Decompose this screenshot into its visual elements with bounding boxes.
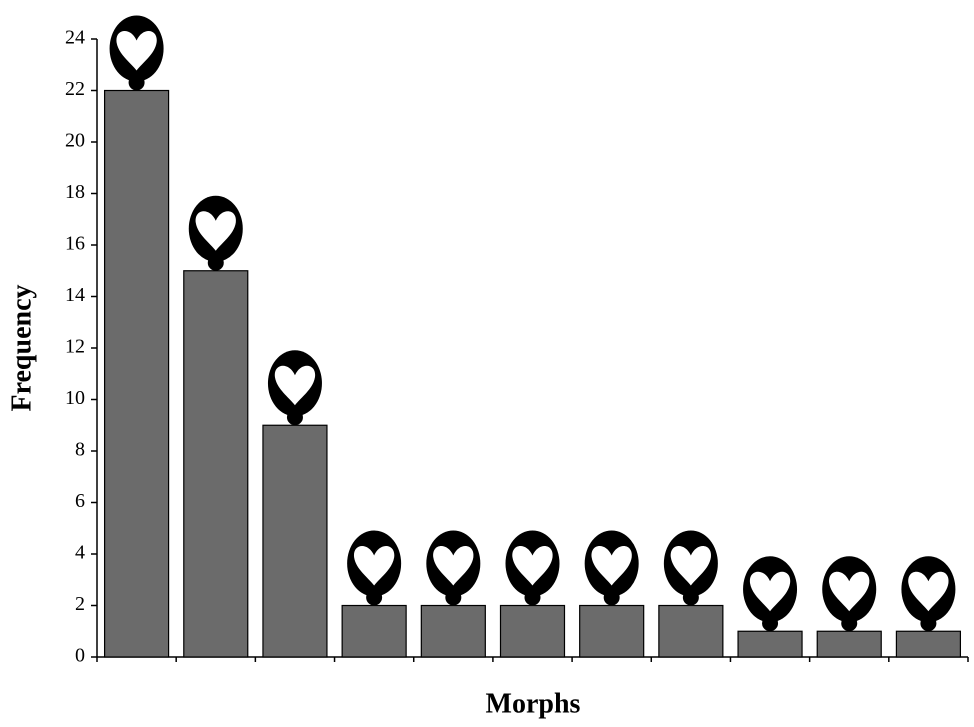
chart: Morphs Frequency 024681012141618202224 xyxy=(0,0,974,727)
morph-icon xyxy=(822,556,876,631)
bar xyxy=(501,606,565,658)
morph-tail xyxy=(525,590,541,606)
morph-tail xyxy=(208,255,224,271)
y-tick-label: 8 xyxy=(75,439,85,461)
page: {"chart_data": {"type": "bar", "x_label"… xyxy=(0,0,974,727)
bar xyxy=(342,606,406,658)
morph-tail xyxy=(366,590,382,606)
y-tick-label: 20 xyxy=(65,130,85,152)
y-tick-label: 12 xyxy=(65,336,85,358)
morph-icon xyxy=(426,531,480,606)
morph-tail xyxy=(604,590,620,606)
bar xyxy=(817,631,881,657)
morph-tail xyxy=(445,590,461,606)
morph-icon xyxy=(347,531,401,606)
morph-tail xyxy=(920,615,936,631)
y-tick-label: 0 xyxy=(75,645,85,667)
morph-icon xyxy=(664,531,718,606)
y-tick-label: 18 xyxy=(65,181,85,203)
morph-tail xyxy=(129,75,145,91)
x-axis-title: Morphs xyxy=(486,688,581,719)
morph-tail xyxy=(841,615,857,631)
bar xyxy=(580,606,644,658)
morph-icon xyxy=(585,531,639,606)
morph-icon xyxy=(110,16,164,91)
morph-icon xyxy=(901,556,955,631)
y-tick-label: 14 xyxy=(65,284,85,306)
bar xyxy=(263,425,327,657)
y-tick-label: 24 xyxy=(65,27,85,49)
morph-tail xyxy=(287,409,303,425)
morph-icon xyxy=(506,531,560,606)
y-tick-label: 6 xyxy=(75,490,85,512)
bar xyxy=(184,271,248,657)
bar xyxy=(659,606,723,658)
bar xyxy=(421,606,485,658)
morph-tail xyxy=(683,590,699,606)
y-axis-title: Frequency xyxy=(6,284,37,411)
y-tick-label: 2 xyxy=(75,593,85,615)
morph-icon xyxy=(743,556,797,631)
morph-icon xyxy=(189,196,243,271)
morph-icon xyxy=(268,350,322,425)
bar xyxy=(105,91,169,658)
y-tick-label: 16 xyxy=(65,233,85,255)
y-tick-label: 10 xyxy=(65,387,85,409)
bar xyxy=(896,631,960,657)
bar xyxy=(738,631,802,657)
y-tick-label: 22 xyxy=(65,78,85,100)
y-tick-label: 4 xyxy=(75,542,85,564)
morph-tail xyxy=(762,615,778,631)
